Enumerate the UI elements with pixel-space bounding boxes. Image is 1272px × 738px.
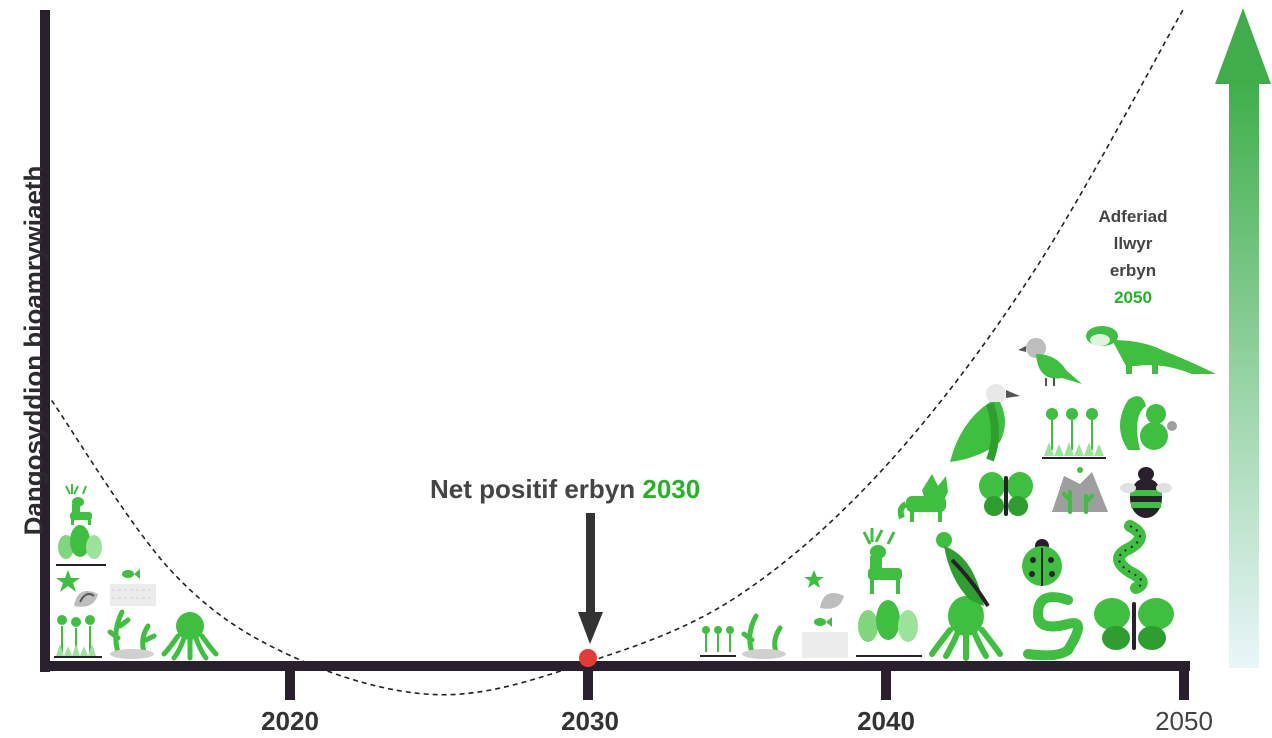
otter-icon bbox=[1086, 326, 1216, 374]
flowers-icon bbox=[54, 615, 102, 658]
pointer-arrow bbox=[578, 513, 603, 644]
flowers-icon bbox=[1042, 408, 1106, 459]
net-positive-annotation: Net positif erbyn 2030 bbox=[430, 474, 701, 504]
y-axis-line bbox=[40, 10, 50, 672]
worm-icon bbox=[1023, 592, 1083, 661]
trees-icon bbox=[856, 600, 922, 657]
x-axis-line bbox=[40, 661, 1190, 671]
net-positive-marker bbox=[579, 649, 597, 667]
ladybird-icon bbox=[1022, 539, 1062, 586]
deer-icon bbox=[65, 484, 92, 525]
shell-icon bbox=[804, 570, 844, 609]
seaweed-icon bbox=[107, 609, 157, 659]
fox-icon bbox=[897, 474, 948, 522]
vulture-icon bbox=[950, 384, 1020, 462]
x-tick-2020 bbox=[285, 662, 295, 700]
butterfly-icon bbox=[1094, 598, 1174, 650]
bee-icon bbox=[1120, 467, 1172, 518]
right-icon-cluster bbox=[700, 326, 1216, 661]
seaweed-icon bbox=[741, 613, 786, 659]
x-tick-label-2020: 2020 bbox=[261, 706, 319, 736]
y-axis-label: Dangosyddion bioamrywiaeth bbox=[18, 165, 49, 536]
x-tick-label-2050: 2050 bbox=[1155, 706, 1213, 736]
trees-icon bbox=[56, 525, 106, 566]
x-tick-2050 bbox=[1179, 662, 1189, 700]
octopus-icon bbox=[929, 596, 1003, 661]
recovery-annotation: Adferiad llwyr erbyn 2050 bbox=[1098, 207, 1168, 307]
eagle-icon bbox=[936, 532, 990, 608]
x-tick-2040 bbox=[881, 662, 891, 700]
trend-curve bbox=[50, 7, 1185, 696]
butterfly-icon bbox=[979, 472, 1033, 516]
x-tick-2030 bbox=[583, 662, 593, 700]
growth-arrow bbox=[1215, 8, 1271, 668]
bird-icon bbox=[1018, 338, 1082, 386]
starfish-shell-icon bbox=[56, 570, 98, 607]
x-tick-label-2030: 2030 bbox=[561, 706, 619, 736]
fish-water-icon bbox=[110, 569, 156, 606]
flowers-icon bbox=[700, 626, 736, 657]
octopus-icon bbox=[161, 612, 219, 661]
axes bbox=[40, 10, 1190, 700]
fish-water-icon bbox=[802, 617, 848, 658]
rocks-plants-icon bbox=[1052, 467, 1108, 514]
x-tick-label-2040: 2040 bbox=[857, 706, 915, 736]
deer-icon bbox=[862, 528, 902, 594]
squirrel-icon bbox=[1120, 396, 1177, 450]
centipede-icon bbox=[1113, 520, 1148, 594]
left-icon-cluster bbox=[54, 484, 219, 661]
